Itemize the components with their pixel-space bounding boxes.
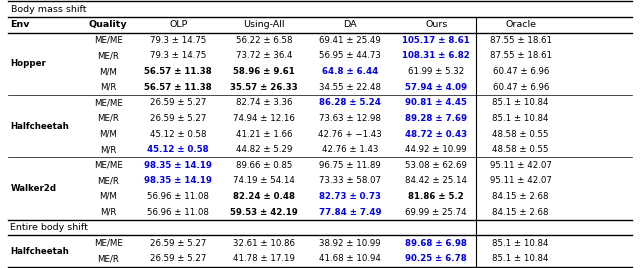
Text: Halfcheetah: Halfcheetah (10, 247, 69, 255)
Text: 56.96 ± 11.08: 56.96 ± 11.08 (147, 192, 209, 201)
Text: Halfcheetah: Halfcheetah (10, 122, 69, 131)
Text: 56.95 ± 44.73: 56.95 ± 44.73 (319, 51, 381, 61)
Text: 73.72 ± 36.4: 73.72 ± 36.4 (236, 51, 292, 61)
Text: 95.11 ± 42.07: 95.11 ± 42.07 (490, 176, 552, 185)
Text: 84.15 ± 2.68: 84.15 ± 2.68 (492, 207, 549, 217)
Text: 53.08 ± 62.69: 53.08 ± 62.69 (405, 161, 467, 170)
Text: 79.3 ± 14.75: 79.3 ± 14.75 (150, 51, 207, 61)
Text: Quality: Quality (89, 20, 127, 29)
Text: 85.1 ± 10.84: 85.1 ± 10.84 (492, 239, 549, 248)
Text: Entire body shift: Entire body shift (10, 223, 88, 232)
Text: 41.21 ± 1.66: 41.21 ± 1.66 (236, 129, 292, 139)
Text: Body mass shift: Body mass shift (11, 5, 86, 14)
Text: M/M: M/M (99, 129, 117, 139)
Text: 56.57 ± 11.38: 56.57 ± 11.38 (145, 83, 212, 92)
Text: 38.92 ± 10.99: 38.92 ± 10.99 (319, 239, 381, 248)
Text: DA: DA (344, 20, 357, 29)
Text: 89.28 ± 7.69: 89.28 ± 7.69 (405, 114, 467, 123)
Text: ME/ME: ME/ME (93, 36, 123, 45)
Text: 42.76 + −1.43: 42.76 + −1.43 (318, 129, 382, 139)
Text: 85.1 ± 10.84: 85.1 ± 10.84 (492, 98, 549, 107)
Text: 86.28 ± 5.24: 86.28 ± 5.24 (319, 98, 381, 107)
Text: 35.57 ± 26.33: 35.57 ± 26.33 (230, 83, 298, 92)
Text: 44.92 ± 10.99: 44.92 ± 10.99 (406, 145, 467, 154)
Text: 82.74 ± 3.36: 82.74 ± 3.36 (236, 98, 292, 107)
Text: ME/R: ME/R (97, 51, 119, 61)
Text: 45.12 ± 0.58: 45.12 ± 0.58 (150, 129, 207, 139)
Text: ME/ME: ME/ME (93, 239, 123, 248)
Text: 60.47 ± 6.96: 60.47 ± 6.96 (493, 83, 549, 92)
Text: 61.99 ± 5.32: 61.99 ± 5.32 (408, 67, 465, 76)
Text: 34.55 ± 22.48: 34.55 ± 22.48 (319, 83, 381, 92)
Text: 87.55 ± 18.61: 87.55 ± 18.61 (490, 36, 552, 45)
Text: 98.35 ± 14.19: 98.35 ± 14.19 (144, 161, 212, 170)
Text: 79.3 ± 14.75: 79.3 ± 14.75 (150, 36, 207, 45)
Text: 90.81 ± 4.45: 90.81 ± 4.45 (405, 98, 467, 107)
Text: 74.94 ± 12.16: 74.94 ± 12.16 (234, 114, 295, 123)
Text: 89.68 ± 6.98: 89.68 ± 6.98 (405, 239, 467, 248)
Text: OLP: OLP (169, 20, 188, 29)
Text: 26.59 ± 5.27: 26.59 ± 5.27 (150, 239, 207, 248)
Text: 56.22 ± 6.58: 56.22 ± 6.58 (236, 36, 292, 45)
Text: 77.84 ± 7.49: 77.84 ± 7.49 (319, 207, 381, 217)
Text: 73.33 ± 58.07: 73.33 ± 58.07 (319, 176, 381, 185)
Text: 59.53 ± 42.19: 59.53 ± 42.19 (230, 207, 298, 217)
Text: 42.76 ± 1.43: 42.76 ± 1.43 (322, 145, 378, 154)
Text: 69.41 ± 25.49: 69.41 ± 25.49 (319, 36, 381, 45)
Text: 82.73 ± 0.73: 82.73 ± 0.73 (319, 192, 381, 201)
Text: 45.12 ± 0.58: 45.12 ± 0.58 (147, 145, 209, 154)
Text: 84.42 ± 25.14: 84.42 ± 25.14 (405, 176, 467, 185)
Text: 96.75 ± 11.89: 96.75 ± 11.89 (319, 161, 381, 170)
Text: 56.57 ± 11.38: 56.57 ± 11.38 (145, 67, 212, 76)
Text: 56.96 ± 11.08: 56.96 ± 11.08 (147, 207, 209, 217)
Text: 74.19 ± 54.14: 74.19 ± 54.14 (234, 176, 295, 185)
Text: 26.59 ± 5.27: 26.59 ± 5.27 (150, 254, 207, 263)
Text: 98.35 ± 14.19: 98.35 ± 14.19 (144, 176, 212, 185)
Text: Hopper: Hopper (10, 59, 46, 68)
Text: 85.1 ± 10.84: 85.1 ± 10.84 (492, 114, 549, 123)
Text: 58.96 ± 9.61: 58.96 ± 9.61 (234, 67, 295, 76)
Text: 32.61 ± 10.86: 32.61 ± 10.86 (233, 239, 295, 248)
Text: 84.15 ± 2.68: 84.15 ± 2.68 (492, 192, 549, 201)
Text: Env: Env (10, 20, 30, 29)
Text: 44.82 ± 5.29: 44.82 ± 5.29 (236, 145, 292, 154)
Text: ME/R: ME/R (97, 254, 119, 263)
Text: 73.63 ± 12.98: 73.63 ± 12.98 (319, 114, 381, 123)
Text: 26.59 ± 5.27: 26.59 ± 5.27 (150, 98, 207, 107)
Text: Walker2d: Walker2d (10, 184, 56, 193)
Text: ME/ME: ME/ME (93, 98, 123, 107)
Text: 90.25 ± 6.78: 90.25 ± 6.78 (405, 254, 467, 263)
Text: 48.72 ± 0.43: 48.72 ± 0.43 (405, 129, 467, 139)
Text: M/R: M/R (100, 207, 116, 217)
Text: M/R: M/R (100, 145, 116, 154)
Text: 87.55 ± 18.61: 87.55 ± 18.61 (490, 51, 552, 61)
Text: 82.24 ± 0.48: 82.24 ± 0.48 (233, 192, 295, 201)
Text: 85.1 ± 10.84: 85.1 ± 10.84 (492, 254, 549, 263)
Text: 57.94 ± 4.09: 57.94 ± 4.09 (405, 83, 467, 92)
Text: Ours: Ours (425, 20, 447, 29)
Text: 81.86 ± 5.2: 81.86 ± 5.2 (408, 192, 464, 201)
Text: 41.68 ± 10.94: 41.68 ± 10.94 (319, 254, 381, 263)
Text: ME/R: ME/R (97, 176, 119, 185)
Text: Oracle: Oracle (505, 20, 536, 29)
Text: 108.31 ± 6.82: 108.31 ± 6.82 (403, 51, 470, 61)
Text: 105.17 ± 8.61: 105.17 ± 8.61 (403, 36, 470, 45)
Text: 26.59 ± 5.27: 26.59 ± 5.27 (150, 114, 207, 123)
Text: 95.11 ± 42.07: 95.11 ± 42.07 (490, 161, 552, 170)
Text: Using-All: Using-All (243, 20, 285, 29)
Text: 48.58 ± 0.55: 48.58 ± 0.55 (492, 145, 549, 154)
Text: M/M: M/M (99, 192, 117, 201)
Text: 69.99 ± 25.74: 69.99 ± 25.74 (406, 207, 467, 217)
Text: ME/ME: ME/ME (93, 161, 123, 170)
Text: 64.8 ± 6.44: 64.8 ± 6.44 (322, 67, 378, 76)
Text: M/R: M/R (100, 83, 116, 92)
Text: M/M: M/M (99, 67, 117, 76)
Text: 60.47 ± 6.96: 60.47 ± 6.96 (493, 67, 549, 76)
Text: 48.58 ± 0.55: 48.58 ± 0.55 (492, 129, 549, 139)
Text: 41.78 ± 17.19: 41.78 ± 17.19 (234, 254, 295, 263)
Text: 89.66 ± 0.85: 89.66 ± 0.85 (236, 161, 292, 170)
Text: ME/R: ME/R (97, 114, 119, 123)
